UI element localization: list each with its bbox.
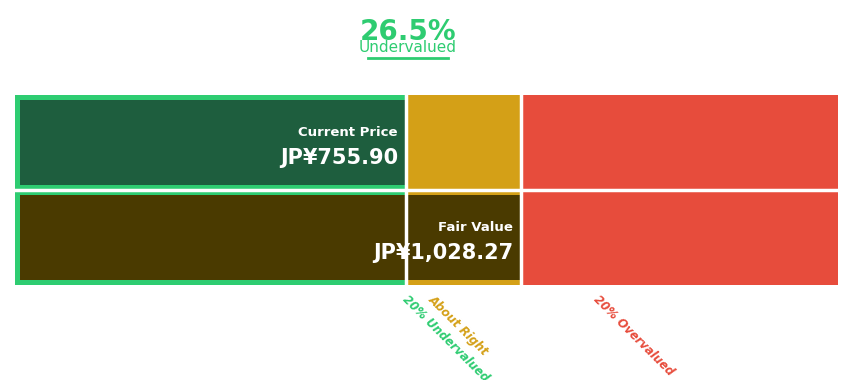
Text: JP¥1,028.27: JP¥1,028.27 bbox=[372, 243, 513, 263]
Bar bbox=[521, 95, 837, 285]
Text: Fair Value: Fair Value bbox=[438, 221, 513, 234]
Bar bbox=[20, 195, 521, 280]
Text: Undervalued: Undervalued bbox=[359, 40, 457, 55]
Bar bbox=[20, 100, 406, 185]
Bar bbox=[406, 95, 521, 285]
Bar bbox=[15, 95, 406, 285]
Text: Current Price: Current Price bbox=[298, 126, 398, 139]
Text: 20% Undervalued: 20% Undervalued bbox=[400, 293, 491, 380]
Text: 26.5%: 26.5% bbox=[360, 18, 456, 46]
Text: 20% Overvalued: 20% Overvalued bbox=[590, 293, 676, 378]
Text: JP¥755.90: JP¥755.90 bbox=[279, 148, 398, 168]
Text: About Right: About Right bbox=[425, 293, 490, 358]
